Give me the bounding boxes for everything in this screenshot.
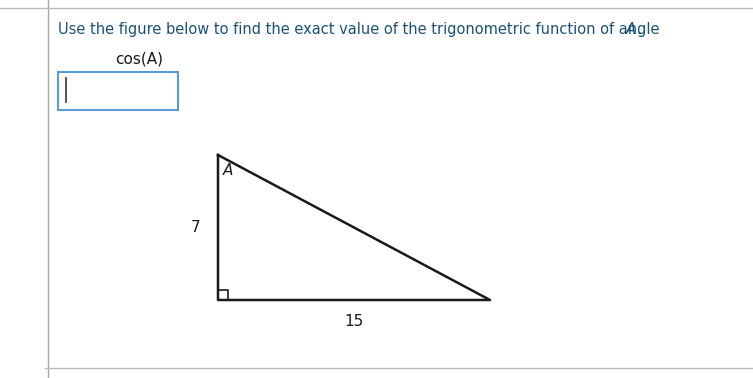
FancyBboxPatch shape	[58, 72, 178, 110]
Text: 15: 15	[344, 314, 364, 329]
Text: A: A	[626, 22, 636, 37]
Text: cos(A): cos(A)	[115, 52, 163, 67]
Text: A: A	[223, 163, 233, 178]
Text: Use the figure below to find the exact value of the trigonometric function of an: Use the figure below to find the exact v…	[58, 22, 664, 37]
Text: 7: 7	[191, 220, 200, 235]
Text: .: .	[636, 22, 641, 37]
